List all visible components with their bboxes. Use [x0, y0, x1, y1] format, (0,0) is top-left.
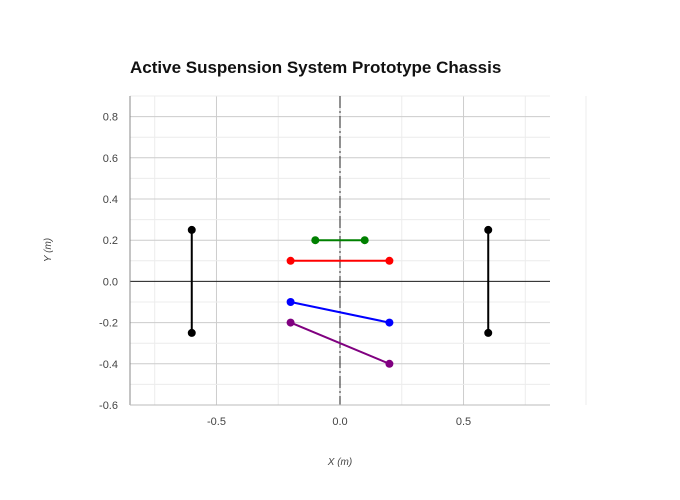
data-point [187, 225, 196, 234]
data-point [187, 328, 196, 337]
data-point [385, 256, 394, 265]
data-point [286, 298, 295, 306]
axes [129, 96, 550, 406]
data-point [286, 256, 295, 265]
y-tick-label: 0.6 [103, 153, 118, 165]
y-tick-label: -0.4 [99, 359, 118, 371]
series-0 [187, 225, 196, 337]
x-tick-label: 0.0 [332, 416, 347, 428]
series-layer [187, 225, 493, 368]
series-1 [484, 225, 493, 337]
y-tick-label: 0.8 [103, 112, 118, 124]
tick-labels: -0.5 0.0 0.5 -0.6 -0.4 -0.2 0.0 0.2 0.4 0.6 0.8 [99, 112, 471, 428]
y-tick-label: 0.2 [103, 235, 118, 247]
y-tick-label: 0.0 [103, 276, 118, 288]
x-tick-label: 0.5 [456, 416, 471, 428]
y-tick-label: 0.4 [103, 194, 118, 206]
series-line [290, 321, 390, 365]
data-point [360, 236, 369, 245]
data-point [286, 318, 295, 327]
y-tick-label: -0.6 [99, 400, 118, 412]
data-point [484, 328, 493, 337]
series-4 [286, 298, 394, 327]
y-tick-label: -0.2 [99, 318, 118, 330]
series-3 [286, 256, 394, 265]
series-5 [286, 318, 394, 368]
grid [130, 95, 587, 406]
data-point [385, 318, 394, 327]
x-tick-label: -0.5 [207, 416, 226, 428]
chart-title: Active Suspension System Prototype Chass… [130, 58, 501, 77]
series-line [290, 301, 390, 324]
y-axis-label: Y (m) [43, 238, 54, 262]
series-2 [311, 236, 369, 245]
data-point [484, 225, 493, 234]
data-point [385, 359, 394, 368]
x-axis-label: X (m) [327, 457, 352, 468]
data-point [311, 236, 320, 245]
